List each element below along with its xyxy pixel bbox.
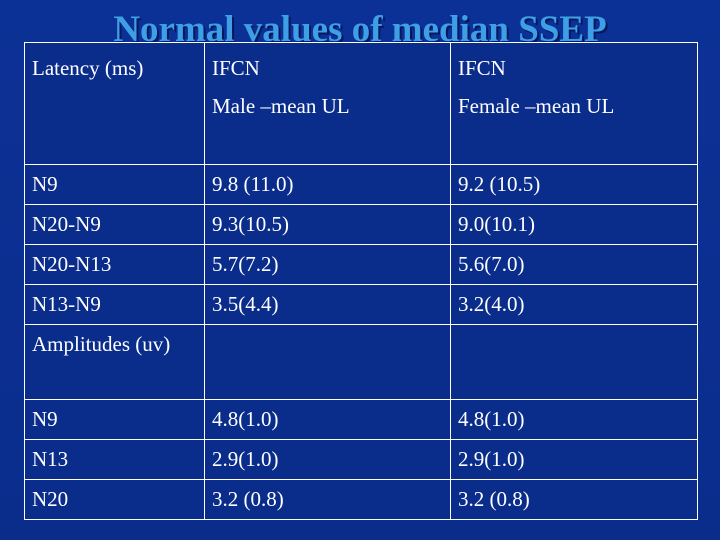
row-female-value <box>450 324 698 400</box>
row-male-value <box>204 324 451 400</box>
row-label: N13 <box>24 439 205 480</box>
table-row: N20-N13 5.7(7.2) 5.6(7.0) <box>24 244 698 285</box>
table-row-amplitudes-section: Amplitudes (uv) <box>24 324 698 400</box>
row-male-value: 5.7(7.2) <box>204 244 451 285</box>
table-row: N13 2.9(1.0) 2.9(1.0) <box>24 439 698 480</box>
row-label: N20 <box>24 479 205 520</box>
row-male-value: 4.8(1.0) <box>204 399 451 440</box>
row-label: N20-N13 <box>24 244 205 285</box>
header-male-line1: IFCN <box>212 56 260 80</box>
table-row: N20 3.2 (0.8) 3.2 (0.8) <box>24 479 698 520</box>
table-row: N9 4.8(1.0) 4.8(1.0) <box>24 399 698 440</box>
row-label: N13-N9 <box>24 284 205 325</box>
row-male-value: 3.2 (0.8) <box>204 479 451 520</box>
row-label: Amplitudes (uv) <box>24 324 205 400</box>
table-header-row: Latency (ms) IFCN Male –mean UL IFCN Fem… <box>24 42 698 165</box>
row-female-value: 3.2(4.0) <box>450 284 698 325</box>
row-label: N9 <box>24 164 205 205</box>
row-male-value: 9.8 (11.0) <box>204 164 451 205</box>
header-male: IFCN Male –mean UL <box>204 42 451 165</box>
row-label: N9 <box>24 399 205 440</box>
row-male-value: 9.3(10.5) <box>204 204 451 245</box>
row-label: N20-N9 <box>24 204 205 245</box>
row-female-value: 2.9(1.0) <box>450 439 698 480</box>
row-female-value: 3.2 (0.8) <box>450 479 698 520</box>
header-female-line1: IFCN <box>458 56 506 80</box>
row-female-value: 5.6(7.0) <box>450 244 698 285</box>
header-female-line2: Female –mean UL <box>458 94 615 118</box>
header-latency-label: Latency (ms) <box>32 56 144 80</box>
row-female-value: 9.2 (10.5) <box>450 164 698 205</box>
table-row: N20-N9 9.3(10.5) 9.0(10.1) <box>24 204 698 245</box>
row-female-value: 9.0(10.1) <box>450 204 698 245</box>
row-male-value: 2.9(1.0) <box>204 439 451 480</box>
table-row: N13-N9 3.5(4.4) 3.2(4.0) <box>24 284 698 325</box>
header-latency: Latency (ms) <box>24 42 205 165</box>
row-male-value: 3.5(4.4) <box>204 284 451 325</box>
header-female: IFCN Female –mean UL <box>450 42 698 165</box>
table-row: N9 9.8 (11.0) 9.2 (10.5) <box>24 164 698 205</box>
ssep-values-table: Latency (ms) IFCN Male –mean UL IFCN Fem… <box>24 42 698 520</box>
header-male-line2: Male –mean UL <box>212 94 350 118</box>
row-female-value: 4.8(1.0) <box>450 399 698 440</box>
